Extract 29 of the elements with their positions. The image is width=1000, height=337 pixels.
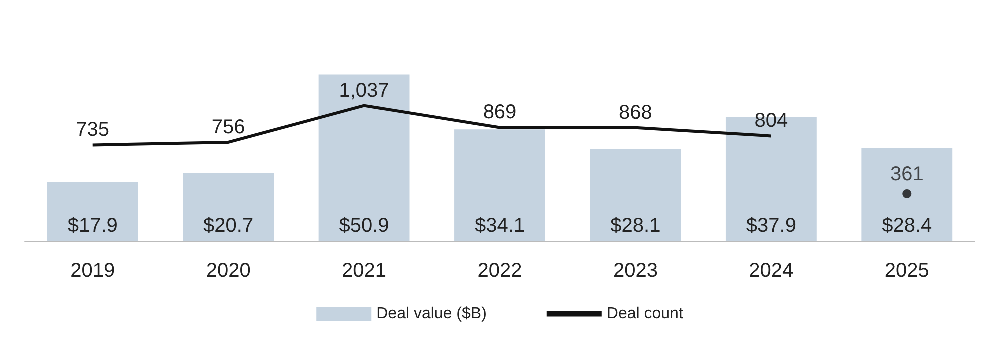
- bar: [590, 149, 682, 241]
- data-label: $34.1: [474, 215, 526, 237]
- data-label: $28.4: [882, 215, 932, 237]
- data-label: $17.9: [68, 215, 118, 237]
- x-tick-label: 2025: [884, 260, 930, 282]
- legend-label: Deal count: [606, 306, 684, 322]
- data-label: 756: [212, 116, 246, 138]
- bar: [47, 182, 138, 241]
- data-label: $28.1: [610, 215, 661, 237]
- data-label: 868: [619, 102, 652, 124]
- legend-label: Deal value ($B): [376, 306, 487, 322]
- bar: [183, 173, 274, 241]
- x-tick-label: 2024: [749, 260, 794, 282]
- data-label: $20.7: [204, 215, 254, 237]
- x-tick-label: 2022: [478, 260, 522, 282]
- x-tick-label: 2019: [70, 260, 116, 282]
- bar: [318, 74, 410, 241]
- x-tick-label: 2020: [206, 260, 251, 282]
- x-tick-label: 2023: [613, 260, 658, 282]
- data-label: 804: [754, 110, 788, 132]
- data-label: 361: [890, 163, 924, 186]
- x-tick-label: 2021: [342, 260, 387, 282]
- bar: [862, 148, 953, 241]
- data-label: 869: [483, 102, 517, 124]
- data-label: 735: [76, 119, 110, 142]
- data-label: 1,037: [339, 80, 390, 102]
- bar: [454, 130, 546, 241]
- data-label: $50.9: [339, 215, 390, 237]
- data-label: $37.9: [746, 215, 796, 237]
